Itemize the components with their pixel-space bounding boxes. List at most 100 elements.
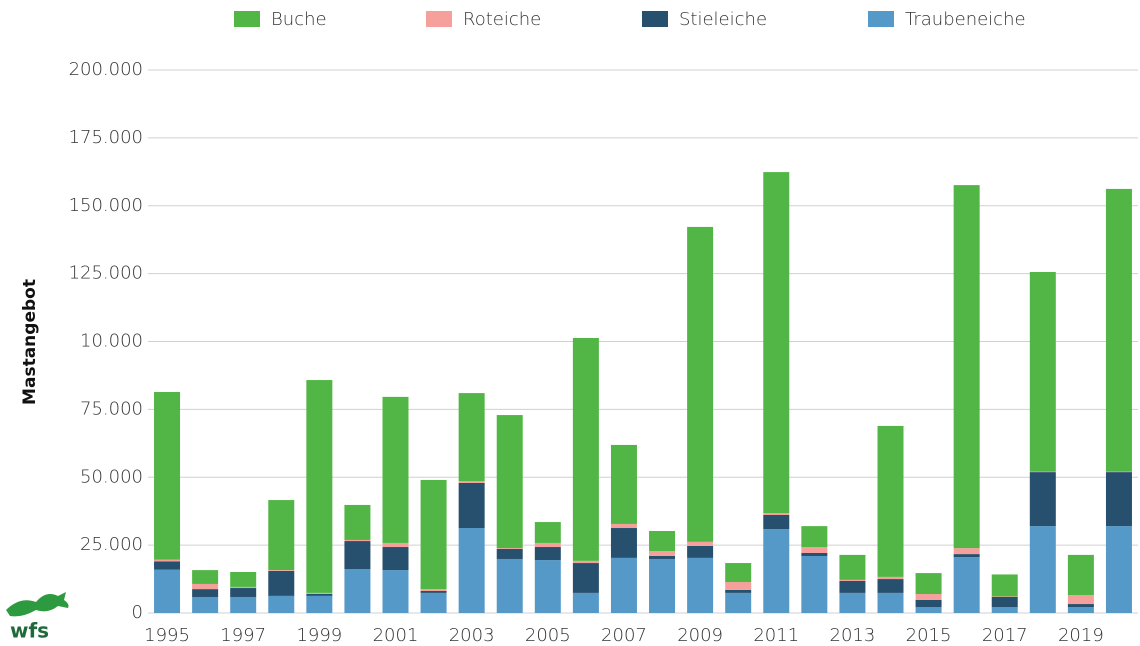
legend-swatch <box>868 11 894 27</box>
y-tick-label: 125.000 <box>69 263 143 284</box>
legend-swatch <box>426 11 452 27</box>
legend-label: Buche <box>271 9 327 30</box>
bar-segment <box>953 554 980 558</box>
bar-segment <box>610 528 637 558</box>
bar-segment <box>915 599 942 608</box>
bar-segment <box>763 514 790 530</box>
logo-text: wfs <box>10 619 49 643</box>
bar-segment <box>649 558 676 613</box>
bar-segment <box>725 589 752 593</box>
bar-segment <box>230 572 257 587</box>
bar-segment <box>306 595 333 613</box>
bar-segment <box>534 542 561 548</box>
bar-segment <box>344 504 371 540</box>
bar-segment <box>1067 607 1094 613</box>
bar-segment <box>230 586 257 589</box>
x-tick-label: 2013 <box>830 625 876 646</box>
bar-segment <box>649 551 676 556</box>
bar-segment <box>991 574 1018 597</box>
bar-segment <box>801 547 828 553</box>
bar-segment <box>839 579 866 581</box>
y-tick-label: 75.000 <box>80 398 143 419</box>
bar-segment <box>230 596 257 613</box>
bar-segment <box>268 595 295 613</box>
bar-segment <box>1105 471 1132 473</box>
bar-segment <box>725 582 752 590</box>
bar-segment <box>230 588 257 597</box>
x-tick-label: 2003 <box>449 625 495 646</box>
bar-segment <box>953 185 980 549</box>
bar-segment <box>458 482 485 529</box>
y-tick-label: 10.000 <box>80 331 143 352</box>
x-tick-label: 1997 <box>220 625 266 646</box>
bar-segment <box>877 579 904 593</box>
logo: wfs <box>6 592 69 643</box>
bar-segment <box>687 226 714 542</box>
legend-swatch <box>234 11 260 27</box>
bar-segment <box>877 592 904 613</box>
bar-segment <box>154 391 181 560</box>
bar-segment <box>344 539 371 542</box>
bar-segment <box>687 557 714 613</box>
legend-label: Roteiche <box>463 9 541 30</box>
bar-segment <box>991 607 1018 613</box>
legend-label: Traubeneiche <box>905 9 1026 30</box>
bar-segment <box>1105 472 1132 527</box>
bar-segment <box>268 570 295 596</box>
bar-segment <box>610 557 637 613</box>
y-tick-label: 0 <box>132 602 143 623</box>
bar-segment <box>496 415 523 549</box>
bar-segment <box>1067 604 1094 608</box>
bar-segment <box>687 541 714 546</box>
bar-segment <box>420 592 447 613</box>
bar-segment <box>763 513 790 515</box>
bar-segment <box>801 552 828 556</box>
x-tick-label: 2017 <box>982 625 1028 646</box>
bar-segment <box>154 561 181 570</box>
bar-segment <box>1067 554 1094 596</box>
bar-segment <box>687 545 714 558</box>
bar-segment <box>839 592 866 613</box>
bar-segment <box>610 523 637 529</box>
legend-label: Stieleiche <box>679 9 767 30</box>
y-axis-label: Mastangebot <box>20 279 40 405</box>
bar-segment <box>496 548 523 559</box>
bar-segment <box>915 593 942 600</box>
bar-segment <box>192 596 219 613</box>
bar-segment <box>877 425 904 577</box>
x-tick-label: 2015 <box>906 625 952 646</box>
bar-segment <box>382 570 409 613</box>
bar-segment <box>953 548 980 555</box>
bar-segment <box>763 529 790 613</box>
y-tick-label: 200.000 <box>69 59 143 80</box>
bar-segment <box>725 592 752 613</box>
y-tick-label: 25.000 <box>80 534 143 555</box>
bar-segment <box>572 592 599 613</box>
bar-segment <box>1105 526 1132 613</box>
bar-segment <box>839 580 866 593</box>
bar-segment <box>344 541 371 570</box>
bar-segment <box>915 607 942 613</box>
x-tick-label: 2011 <box>753 625 799 646</box>
bar-segment <box>192 583 219 590</box>
bar-segment <box>496 558 523 613</box>
y-tick-label: 175.000 <box>69 127 143 148</box>
bar-segment <box>268 570 295 571</box>
bar-segment <box>572 337 599 561</box>
bar-segment <box>306 380 333 593</box>
bar-segment <box>763 172 790 514</box>
bar-segment <box>458 481 485 483</box>
bar-segment <box>382 547 409 571</box>
bar-segment <box>420 479 447 590</box>
bar-segment <box>649 531 676 552</box>
bar-segment <box>154 559 181 562</box>
x-tick-label: 2009 <box>677 625 723 646</box>
bar-segment <box>991 596 1018 597</box>
bar-segment <box>610 444 637 524</box>
bar-segment <box>991 596 1018 608</box>
bar-segment <box>649 555 676 559</box>
x-tick-label: 2001 <box>373 625 419 646</box>
bar-segment <box>839 554 866 580</box>
bar-segment <box>268 500 295 571</box>
bar-segment <box>420 589 447 592</box>
